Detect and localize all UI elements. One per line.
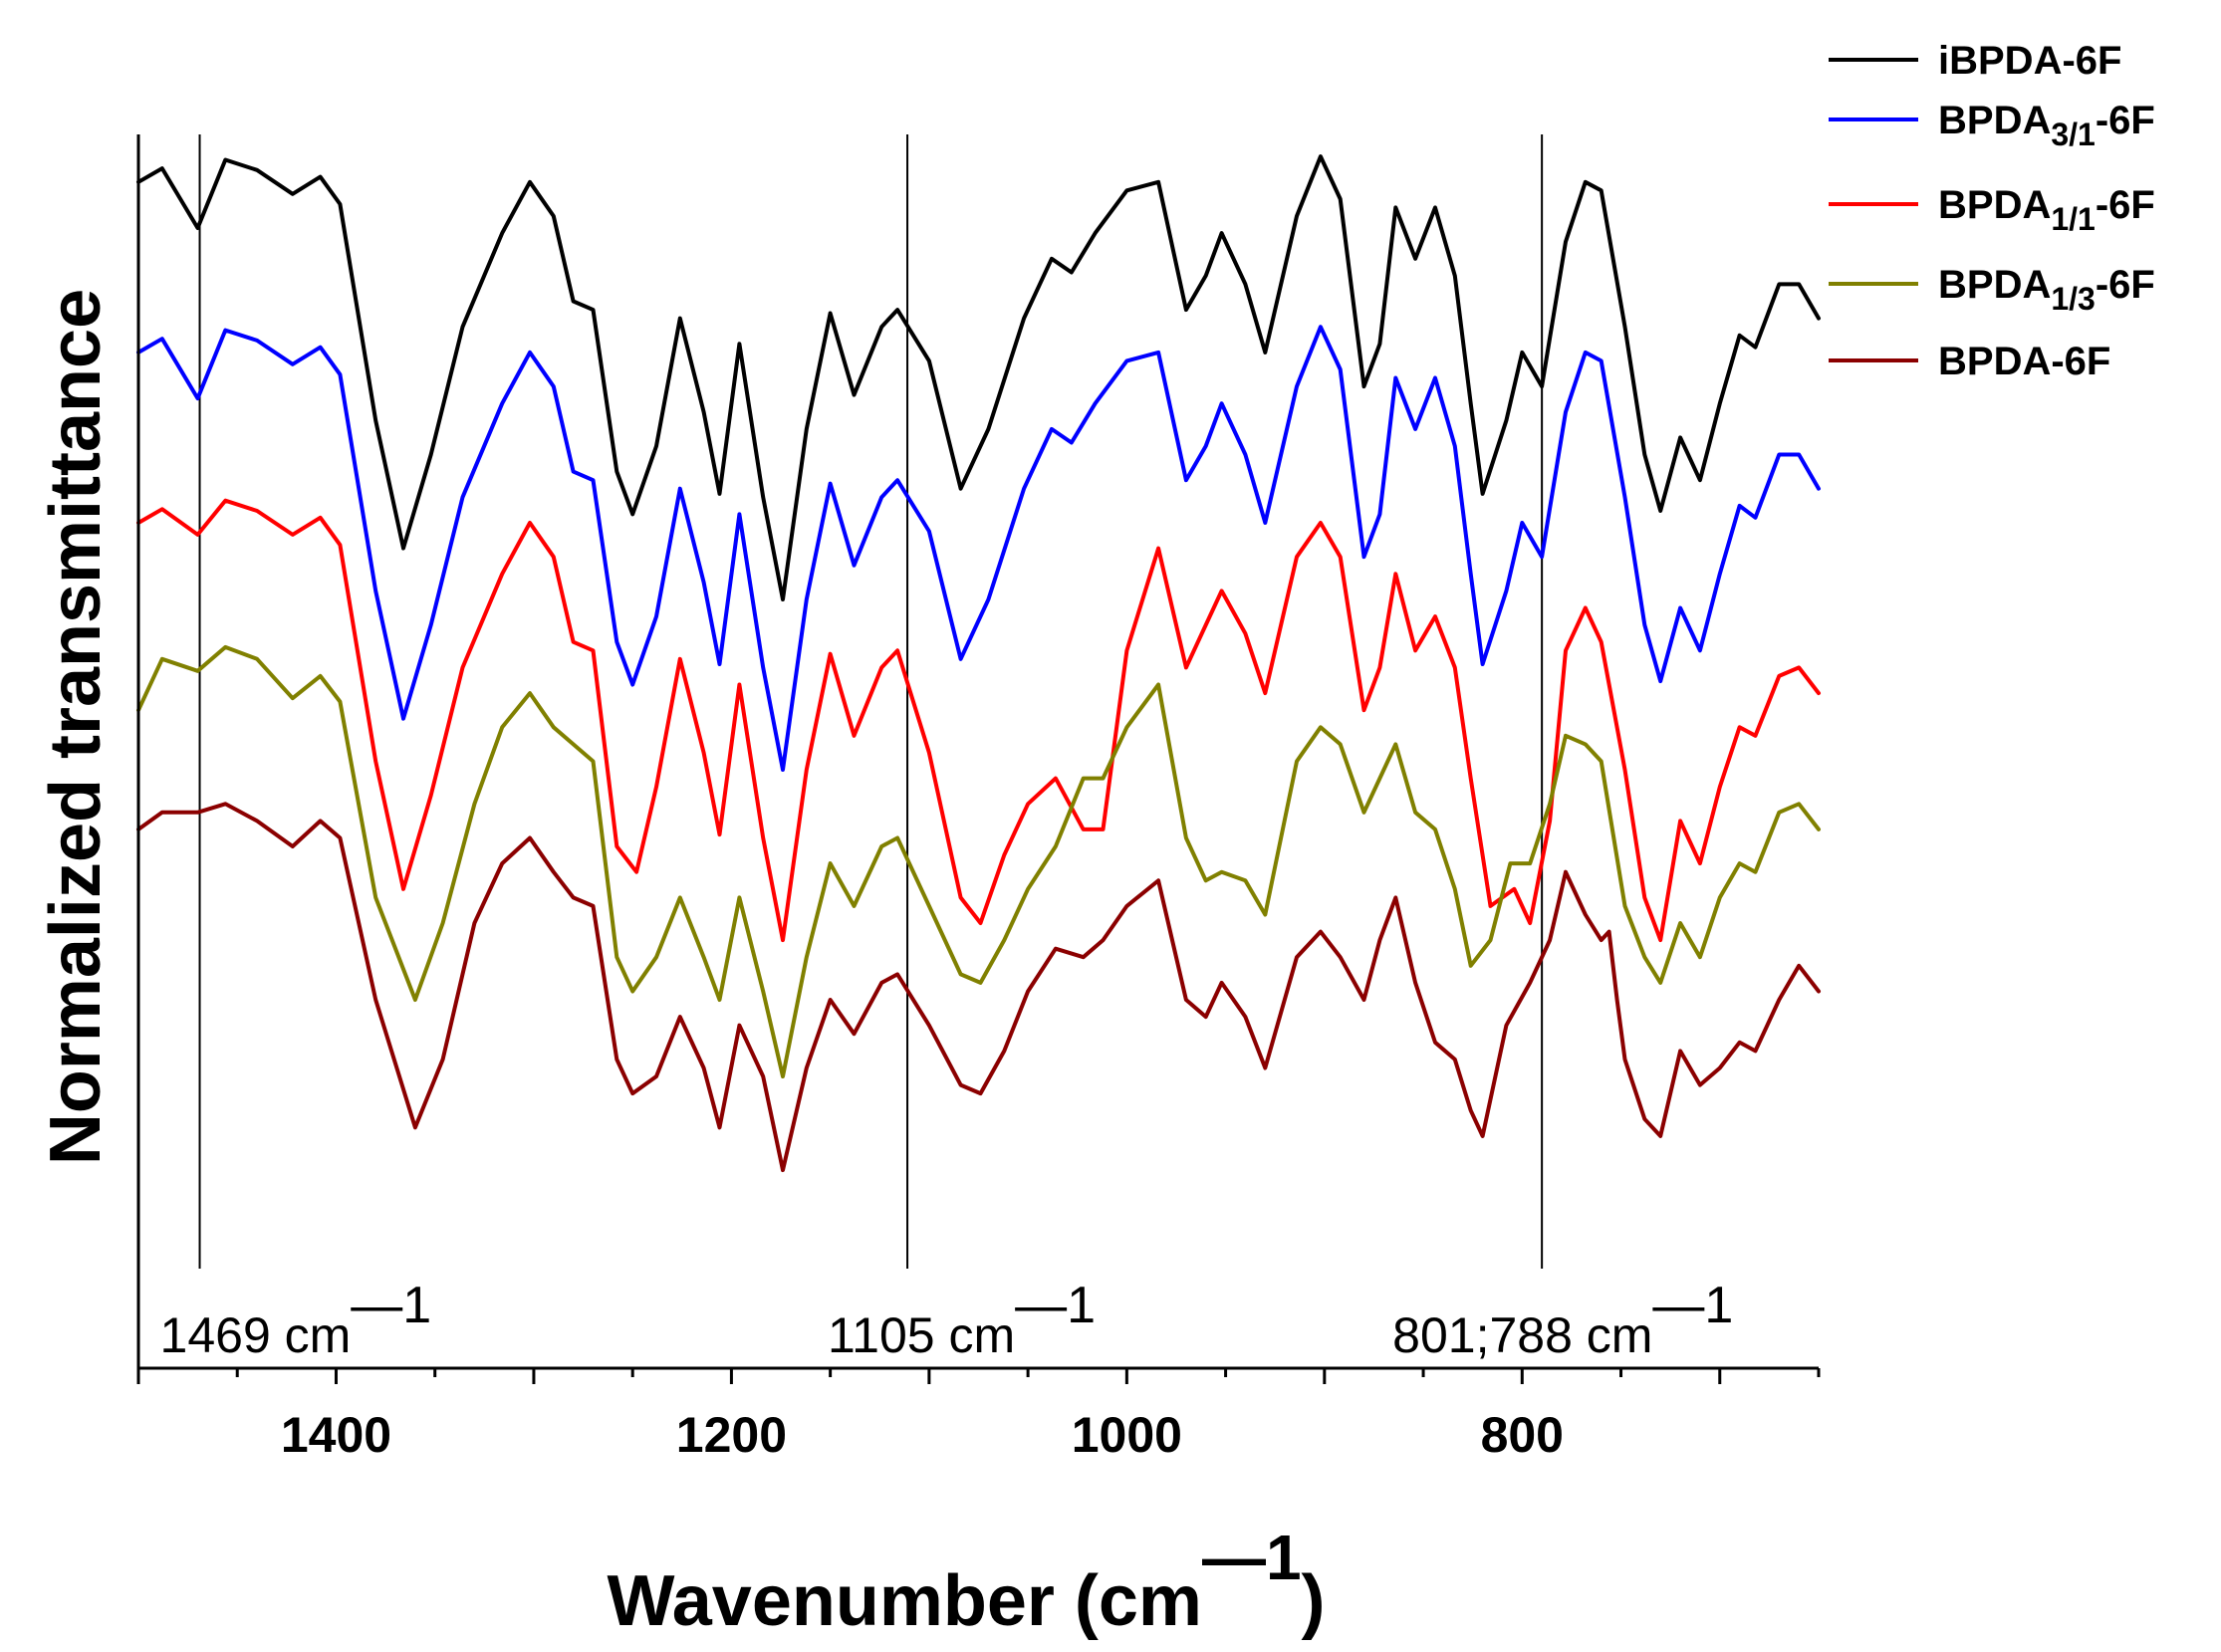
series-line-5 bbox=[136, 802, 1821, 1173]
x-axis-ticks: 1400 1200 1000 800 bbox=[136, 1368, 1821, 1463]
series-line-2 bbox=[136, 325, 1821, 772]
ref-label-790: 801;788 cm—1 bbox=[1392, 1277, 1733, 1363]
x-tick-label-1000: 1000 bbox=[1072, 1407, 1182, 1463]
ref-label-1111: 1105 cm—1 bbox=[828, 1277, 1096, 1363]
legend-label-1: iBPDA-6F bbox=[1938, 39, 2121, 83]
legend-label-4: BPDA1/3-6F bbox=[1938, 263, 2155, 317]
legend-label-3: BPDA1/1-6F bbox=[1938, 183, 2155, 237]
series-line-4 bbox=[136, 644, 1821, 1078]
legend-label-5: BPDA-6F bbox=[1938, 340, 2110, 383]
reference-annotations: 1469 cm—1 1105 cm—1 801;788 cm—1 bbox=[160, 1277, 1734, 1363]
series-line-1 bbox=[136, 154, 1821, 601]
series-line-3 bbox=[136, 498, 1821, 943]
y-axis-title: Normalized transmittance bbox=[36, 289, 116, 1165]
x-tick-label-1200: 1200 bbox=[676, 1407, 787, 1463]
x-tick-label-1400: 1400 bbox=[281, 1407, 391, 1463]
x-axis-title: Wavenumber (cm—1) bbox=[607, 1522, 1325, 1641]
legend-label-2: BPDA3/1-6F bbox=[1938, 99, 2155, 152]
x-tick-label-800: 800 bbox=[1481, 1407, 1564, 1463]
legend: iBPDA-6F BPDA3/1-6F BPDA1/1-6F BPDA1/3-6F BP… bbox=[1829, 39, 2155, 383]
series-lines bbox=[136, 154, 1821, 1173]
ref-label-1469: 1469 cm—1 bbox=[160, 1277, 432, 1363]
